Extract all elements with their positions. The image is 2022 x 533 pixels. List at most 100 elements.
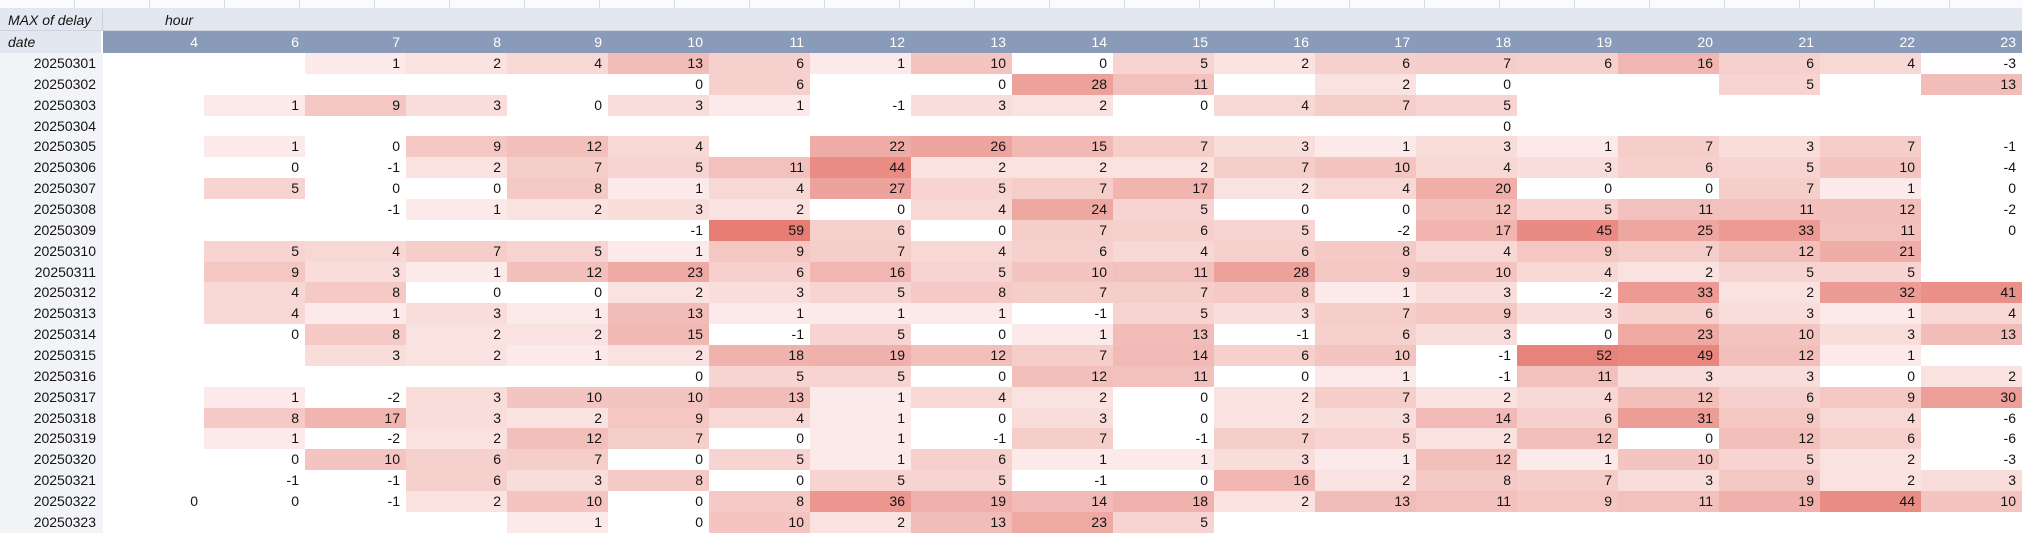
date-cell[interactable]: 20250313 (0, 303, 103, 325)
value-cell[interactable]: 1 (406, 261, 507, 283)
value-cell[interactable]: 9 (1820, 386, 1921, 408)
value-cell[interactable]: 6 (1618, 303, 1719, 325)
hour-header-cell[interactable]: 21 (1719, 31, 1820, 53)
value-cell[interactable]: 5 (1719, 73, 1820, 95)
value-cell[interactable]: 7 (1012, 219, 1113, 241)
value-cell[interactable] (1820, 511, 1921, 533)
value-cell[interactable]: 0 (911, 365, 1012, 387)
value-cell[interactable]: 4 (1517, 261, 1618, 283)
hour-header-cell[interactable]: 19 (1517, 31, 1618, 53)
value-cell[interactable] (103, 136, 204, 158)
value-cell[interactable]: 10 (507, 386, 608, 408)
value-cell[interactable]: 1 (204, 428, 305, 450)
value-cell[interactable]: 9 (1315, 261, 1416, 283)
value-cell[interactable] (103, 282, 204, 304)
value-cell[interactable] (1719, 94, 1820, 116)
value-cell[interactable]: -2 (1921, 199, 2022, 220)
value-cell[interactable]: 5 (1719, 157, 1820, 179)
hour-header-cell[interactable]: 6 (204, 31, 305, 53)
value-cell[interactable]: 0 (608, 73, 709, 95)
value-cell[interactable]: 1 (507, 345, 608, 366)
value-cell[interactable]: 0 (1921, 178, 2022, 200)
value-cell[interactable] (406, 73, 507, 95)
value-cell[interactable]: 11 (1719, 199, 1820, 220)
value-cell[interactable]: 9 (1517, 491, 1618, 512)
value-cell[interactable] (103, 178, 204, 200)
value-cell[interactable]: 12 (1618, 386, 1719, 408)
date-cell[interactable]: 20250314 (0, 324, 103, 346)
value-cell[interactable]: 6 (810, 219, 911, 241)
value-cell[interactable] (1820, 73, 1921, 95)
date-cell[interactable]: 20250323 (0, 511, 103, 533)
value-cell[interactable]: 7 (1012, 428, 1113, 450)
value-cell[interactable]: 11 (1113, 261, 1214, 283)
value-cell[interactable]: 14 (1113, 345, 1214, 366)
date-cell[interactable]: 20250318 (0, 407, 103, 429)
value-cell[interactable]: 6 (406, 449, 507, 471)
value-cell[interactable]: 12 (1416, 449, 1517, 471)
value-cell[interactable] (1315, 511, 1416, 533)
value-cell[interactable]: 49 (1618, 345, 1719, 366)
value-cell[interactable]: 4 (709, 407, 810, 429)
value-cell[interactable]: 3 (1618, 365, 1719, 387)
value-cell[interactable]: 1 (1113, 449, 1214, 471)
value-cell[interactable]: 3 (1315, 407, 1416, 429)
date-cell[interactable]: 20250302 (0, 73, 103, 95)
value-cell[interactable]: 2 (1214, 491, 1315, 512)
value-cell[interactable]: 3 (1416, 324, 1517, 346)
value-cell[interactable]: 22 (810, 136, 911, 158)
value-cell[interactable]: 10 (1719, 324, 1820, 346)
value-cell[interactable] (1921, 115, 2022, 137)
value-cell[interactable] (103, 303, 204, 325)
value-cell[interactable]: 6 (1517, 53, 1618, 74)
value-cell[interactable]: 12 (911, 345, 1012, 366)
value-cell[interactable]: 3 (1012, 407, 1113, 429)
value-cell[interactable] (709, 115, 810, 137)
value-cell[interactable]: 0 (810, 199, 911, 220)
value-cell[interactable]: -2 (1315, 219, 1416, 241)
value-cell[interactable]: 2 (1012, 386, 1113, 408)
value-cell[interactable] (1820, 115, 1921, 137)
value-cell[interactable]: 2 (810, 511, 911, 533)
value-cell[interactable]: 15 (1012, 136, 1113, 158)
value-cell[interactable]: 14 (1012, 491, 1113, 512)
value-cell[interactable]: 0 (1921, 219, 2022, 241)
value-cell[interactable]: 4 (204, 303, 305, 325)
value-cell[interactable]: 5 (810, 365, 911, 387)
value-cell[interactable]: 4 (1416, 157, 1517, 179)
value-cell[interactable]: 6 (406, 470, 507, 492)
value-cell[interactable]: 2 (507, 199, 608, 220)
value-cell[interactable] (810, 115, 911, 137)
date-cell[interactable]: 20250306 (0, 157, 103, 179)
hour-header-cell[interactable]: 10 (608, 31, 709, 53)
value-cell[interactable]: 0 (1113, 386, 1214, 408)
value-cell[interactable] (406, 365, 507, 387)
value-cell[interactable]: 8 (608, 470, 709, 492)
hour-header-cell[interactable]: 18 (1416, 31, 1517, 53)
value-cell[interactable]: 10 (1820, 157, 1921, 179)
value-cell[interactable] (1517, 73, 1618, 95)
value-cell[interactable]: -6 (1921, 407, 2022, 429)
value-cell[interactable]: 20 (1416, 178, 1517, 200)
value-cell[interactable] (204, 219, 305, 241)
value-cell[interactable]: 10 (1416, 261, 1517, 283)
value-cell[interactable]: 1 (911, 303, 1012, 325)
value-cell[interactable]: 0 (709, 470, 810, 492)
value-cell[interactable]: 2 (1921, 365, 2022, 387)
value-cell[interactable]: 5 (1113, 511, 1214, 533)
value-cell[interactable]: 1 (1012, 449, 1113, 471)
value-cell[interactable]: 9 (709, 240, 810, 262)
value-cell[interactable]: 0 (305, 136, 406, 158)
value-cell[interactable]: 12 (507, 261, 608, 283)
value-cell[interactable]: 4 (911, 386, 1012, 408)
value-cell[interactable]: 0 (406, 178, 507, 200)
value-cell[interactable]: 5 (507, 240, 608, 262)
value-cell[interactable]: -3 (1921, 449, 2022, 471)
value-cell[interactable]: 3 (1214, 449, 1315, 471)
value-cell[interactable]: 44 (810, 157, 911, 179)
value-cell[interactable]: 36 (810, 491, 911, 512)
value-cell[interactable] (103, 470, 204, 492)
value-cell[interactable] (204, 115, 305, 137)
value-cell[interactable]: 2 (1719, 282, 1820, 304)
value-cell[interactable] (103, 219, 204, 241)
